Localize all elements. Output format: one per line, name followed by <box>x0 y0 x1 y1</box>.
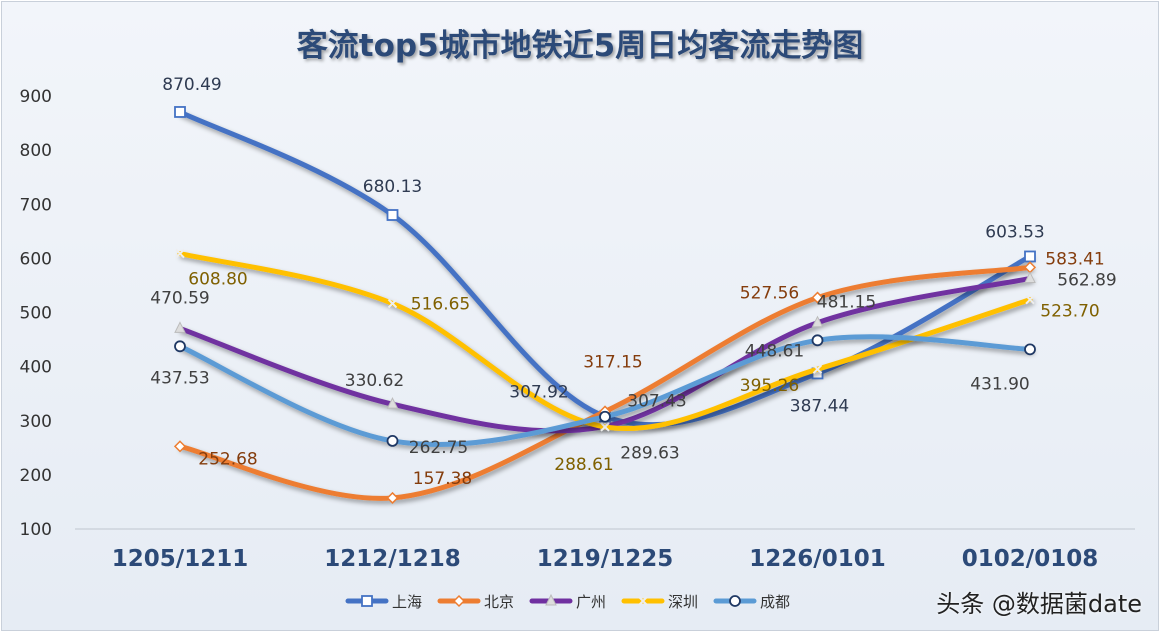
data-point-marker <box>174 340 186 353</box>
data-point-marker <box>812 364 823 374</box>
data-point-marker <box>1024 271 1036 283</box>
data-point-marker <box>1023 261 1037 274</box>
data-point-marker <box>386 435 399 447</box>
data-point-marker <box>600 422 610 432</box>
legend-marker <box>729 595 741 607</box>
data-point-marker <box>386 491 399 505</box>
data-point-marker <box>811 291 824 304</box>
x-tick-label: 0102/0108 <box>962 546 1098 572</box>
y-tick-label: 300 <box>20 412 52 432</box>
data-point-marker <box>387 298 398 309</box>
legend-label: 上海 <box>392 593 422 611</box>
legend-item: 深圳 <box>621 593 698 611</box>
y-tick-label: 800 <box>20 141 52 161</box>
legend-item: 成都 <box>713 593 790 611</box>
data-label: 317.15 <box>583 352 642 372</box>
legend-marker <box>545 593 557 606</box>
series-3 <box>175 248 1035 432</box>
x-tick-label: 1205/1211 <box>112 546 248 572</box>
data-label: 870.49 <box>162 75 221 95</box>
data-point-marker <box>175 248 185 259</box>
y-tick-label: 500 <box>20 304 52 324</box>
data-label: 680.13 <box>363 177 422 197</box>
legend-label: 深圳 <box>668 593 698 611</box>
x-tick-label: 1212/1218 <box>324 546 460 572</box>
y-tick-label: 200 <box>20 466 52 486</box>
legend-label: 广州 <box>576 593 606 611</box>
data-label: 470.59 <box>150 288 209 308</box>
watermark: 头条 @数据菌date <box>936 590 1142 618</box>
data-label: 583.41 <box>1045 249 1104 269</box>
data-point-marker <box>599 410 611 423</box>
data-label: 481.15 <box>817 293 876 313</box>
data-label: 608.80 <box>188 270 247 290</box>
data-label: 252.68 <box>198 449 257 469</box>
data-label: 437.53 <box>150 368 209 388</box>
data-point-marker <box>1024 343 1036 356</box>
data-label: 307.43 <box>627 392 686 412</box>
data-label: 288.61 <box>554 455 613 475</box>
data-label: 448.61 <box>745 341 804 361</box>
y-tick-label: 900 <box>20 87 52 107</box>
y-tick-label: 400 <box>20 358 52 378</box>
data-point-marker <box>811 315 824 328</box>
x-tick-label: 1226/0101 <box>749 546 885 572</box>
data-point-marker <box>811 334 824 347</box>
data-point-marker <box>1025 294 1035 305</box>
legend-label: 北京 <box>484 593 514 611</box>
data-label: 330.62 <box>345 371 404 391</box>
data-label: 523.70 <box>1040 302 1099 322</box>
legend-marker <box>638 596 648 606</box>
legend-marker <box>452 594 466 608</box>
data-label: 307.92 <box>509 382 568 402</box>
legend-item: 北京 <box>437 593 514 611</box>
legend-item: 上海 <box>345 593 422 611</box>
data-point-marker <box>386 209 399 221</box>
data-point-marker <box>173 440 187 453</box>
data-label: 562.89 <box>1057 270 1116 290</box>
data-label: 387.44 <box>790 396 849 416</box>
data-point-marker <box>386 397 399 409</box>
series-4 <box>174 334 1036 448</box>
y-tick-label: 600 <box>20 249 52 269</box>
data-label: 395.26 <box>740 376 799 396</box>
legend-marker <box>361 595 373 607</box>
x-tick-label: 1219/1225 <box>537 546 673 572</box>
legend-item: 广州 <box>529 593 606 611</box>
data-label: 603.53 <box>985 222 1044 242</box>
data-label: 527.56 <box>740 284 799 304</box>
y-tick-label: 700 <box>20 195 52 215</box>
data-point-marker <box>174 106 186 118</box>
chart-title: 客流top5城市地铁近5周日均客流走势图 <box>296 28 864 64</box>
data-point-marker <box>1024 250 1036 263</box>
data-label: 262.75 <box>409 438 468 458</box>
data-label: 431.90 <box>970 374 1029 394</box>
data-label: 516.65 <box>411 294 470 314</box>
y-tick-label: 100 <box>20 520 52 540</box>
data-label: 289.63 <box>620 443 679 463</box>
legend-label: 成都 <box>760 593 790 611</box>
data-label: 157.38 <box>413 469 472 489</box>
data-point-marker <box>174 321 186 333</box>
